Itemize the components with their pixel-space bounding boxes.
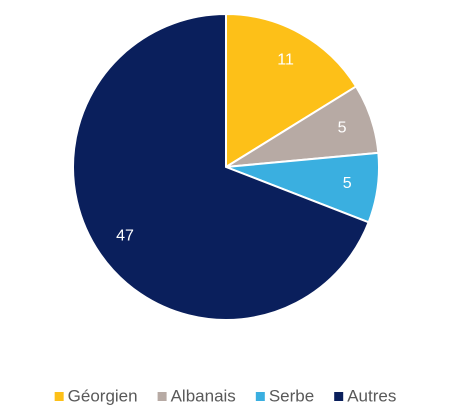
data-label: 5 bbox=[338, 119, 347, 136]
data-label: 47 bbox=[116, 227, 134, 244]
legend-swatch bbox=[54, 392, 64, 401]
legend-swatch bbox=[157, 392, 167, 401]
pie-slice bbox=[225, 12, 358, 169]
legend-swatch bbox=[334, 392, 344, 401]
legend-label: Serbe bbox=[269, 386, 314, 405]
legend-label: Autres bbox=[347, 386, 396, 405]
pie-slice bbox=[72, 12, 370, 321]
data-label: 11 bbox=[277, 51, 294, 68]
legend-label: Albanais bbox=[171, 386, 236, 405]
legend-swatch bbox=[255, 392, 265, 401]
data-label: 5 bbox=[343, 175, 352, 192]
legend-label: Géorgien bbox=[68, 386, 138, 405]
